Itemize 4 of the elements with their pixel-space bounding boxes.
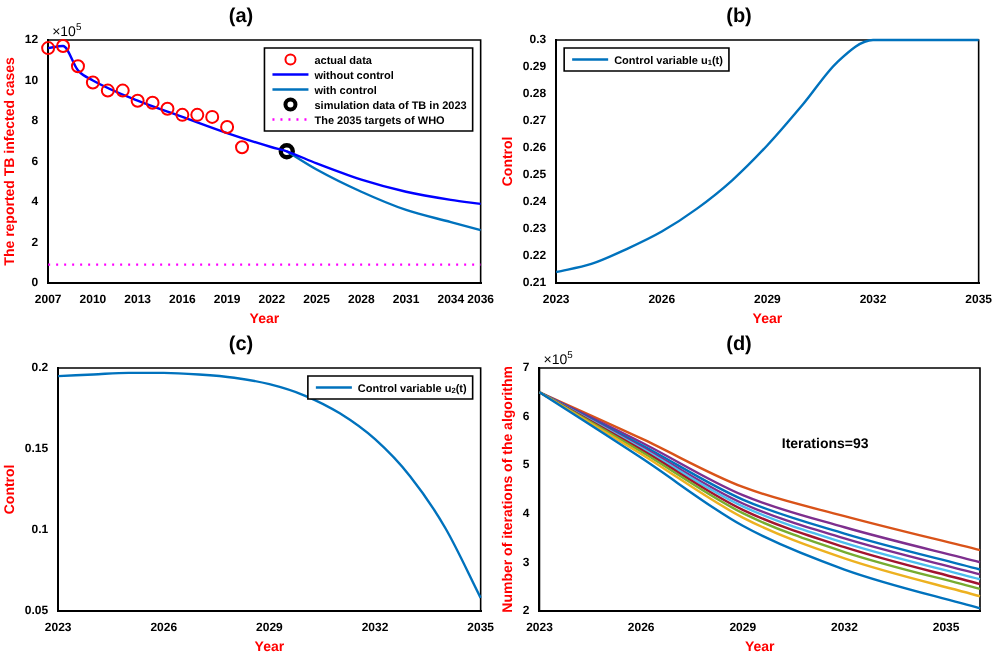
chart-title: (c) xyxy=(228,333,254,356)
chart-title: (a) xyxy=(228,5,254,28)
chart-title: (b) xyxy=(726,5,752,28)
chart-title: (d) xyxy=(726,333,752,356)
